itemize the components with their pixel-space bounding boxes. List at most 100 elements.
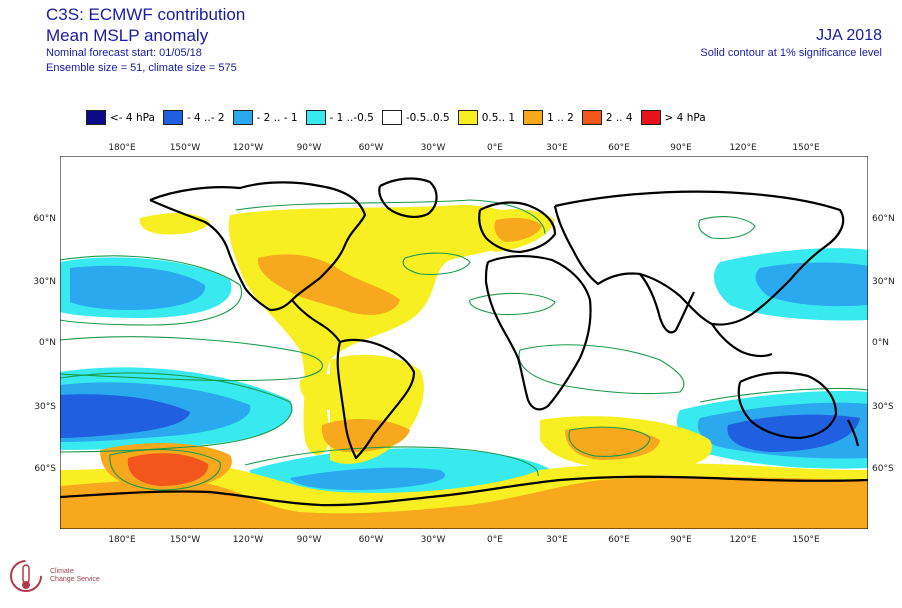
legend-item: - 1 ..-0.5 [305, 110, 374, 125]
lat-label: 0°N [39, 338, 56, 348]
lat-label: 60°S [34, 464, 56, 474]
contour-line [244, 446, 539, 477]
lon-label: 90°E [670, 143, 692, 153]
lon-label: 180°E [108, 143, 136, 153]
lon-label: 30°E [546, 143, 568, 153]
top-lon-labels: 180°E 150°W 120°W 90°W 60°W 30°W 0°E 30°… [108, 143, 820, 153]
contour-line [699, 387, 868, 403]
right-lat-labels: 60°N 30°N 0°N 30°S 60°S [872, 214, 895, 474]
legend-item: - 4 ..- 2 [162, 110, 225, 125]
contour-line [469, 292, 556, 315]
legend-swatch [640, 110, 661, 125]
lon-label: 180°E [108, 535, 136, 545]
logo-icon [10, 560, 42, 592]
climate-change-service-logo: Climate Change Service [6, 556, 136, 606]
coast-australia [737, 371, 838, 440]
map-subtitle: Mean MSLP anomaly [46, 26, 209, 45]
lon-label: 150°E [792, 143, 820, 153]
lat-label: 30°N [872, 277, 895, 287]
bottom-lon-labels: 180°E 150°W 120°W 90°W 60°W 30°W 0°E 30°… [108, 535, 820, 545]
lat-label: 60°S [872, 464, 894, 474]
left-lat-labels: 60°N 30°N 0°N 30°S 60°S [33, 214, 56, 474]
anomaly-region-south-atlantic-pos2 [321, 418, 410, 452]
legend-swatch [381, 110, 402, 125]
coast-asia [553, 190, 845, 326]
lon-label: 90°W [297, 143, 322, 153]
legend-item: - 2 .. - 1 [232, 110, 298, 125]
legend-swatch [523, 110, 544, 125]
color-legend: <- 4 hPa - 4 ..- 2 - 2 .. - 1 - 1 ..-0.5… [86, 110, 706, 125]
header-right: JJA 2018 Solid contour at 1% significanc… [700, 26, 882, 60]
coastlines [60, 177, 868, 507]
map-title: C3S: ECMWF contribution [46, 5, 246, 24]
legend-item: 1 .. 2 [523, 110, 574, 125]
anomaly-region-south-pacific-neg3 [60, 394, 190, 438]
legend-label: 1 .. 2 [547, 111, 574, 124]
lat-label: 0°N [872, 338, 889, 348]
legend-swatch [232, 110, 253, 125]
anomaly-region-pacific-small-pos [139, 213, 210, 235]
anomaly-region-antarctic-pos2 [60, 476, 868, 529]
anomaly-region-west-pacific-neg2 [755, 262, 868, 307]
lon-label: 150°W [170, 143, 201, 153]
lon-label: 0°E [487, 143, 503, 153]
legend-item: 2 .. 4 [581, 110, 633, 125]
ensemble-info: Ensemble size = 51, climate size = 575 [46, 62, 237, 74]
lat-label: 30°N [33, 277, 56, 287]
lon-label: 90°W [297, 535, 322, 545]
lon-label: 120°W [233, 143, 264, 153]
lon-label: 30°W [421, 143, 446, 153]
lon-label: 150°E [792, 535, 820, 545]
lat-label: 60°N [872, 214, 895, 224]
contour-line [518, 344, 685, 395]
coast-south-america [336, 338, 416, 460]
legend-label: 2 .. 4 [605, 111, 633, 124]
coast-central-america [291, 299, 341, 343]
lon-label: 60°W [359, 143, 384, 153]
significance-contours [60, 199, 868, 491]
lon-label: 0°E [487, 535, 503, 545]
lon-label: 30°W [421, 535, 446, 545]
legend-label: > 4 hPa [664, 111, 706, 124]
contour-line [402, 252, 471, 276]
lon-label: 60°W [359, 535, 384, 545]
coast-greenland [378, 177, 438, 218]
anomaly-region-atlantic-pos2 [257, 254, 400, 315]
lat-label: 60°N [33, 214, 56, 224]
legend-swatch [86, 110, 106, 125]
lon-label: 150°W [170, 535, 201, 545]
contour-line [568, 426, 651, 457]
anomaly-region-europe-pos2 [494, 218, 542, 242]
legend-label: - 2 .. - 1 [256, 111, 298, 124]
legend-label: 0.5.. 1 [481, 111, 516, 124]
logo-text: Climate Change Service [50, 568, 100, 584]
legend-swatch [305, 110, 326, 125]
lon-label: 60°E [608, 535, 630, 545]
significance-note: Solid contour at 1% significance level [700, 47, 882, 59]
legend-item: > 4 hPa [640, 110, 706, 125]
contour-line [60, 372, 293, 453]
legend-label: -0.5..0.5 [405, 111, 450, 124]
coast-africa [484, 254, 592, 411]
lon-label: 120°W [233, 535, 264, 545]
contour-line [60, 336, 323, 382]
lon-label: 60°E [608, 143, 630, 153]
contour-line [235, 199, 546, 235]
anomaly-region-south-pacific-pos3 [127, 453, 209, 486]
lat-label: 30°S [872, 402, 894, 412]
legend-swatch [581, 110, 602, 125]
lon-label: 120°E [729, 535, 757, 545]
forecast-start: Nominal forecast start: 01/05/18 [46, 47, 202, 59]
lat-label: 30°S [34, 402, 56, 412]
coast-europe [478, 201, 557, 254]
lon-label: 120°E [729, 143, 757, 153]
legend-label: - 1 ..-0.5 [329, 111, 374, 124]
legend-swatch [162, 110, 183, 125]
anomaly-region-australia-neg3 [727, 414, 860, 452]
map-field [60, 156, 868, 529]
legend-item: -0.5..0.5 [381, 110, 450, 125]
legend-item: <- 4 hPa [86, 110, 155, 125]
anomaly-region-north-pacific-neg2 [70, 265, 206, 310]
anomaly-region-southern-ocean-neg2 [290, 467, 446, 490]
